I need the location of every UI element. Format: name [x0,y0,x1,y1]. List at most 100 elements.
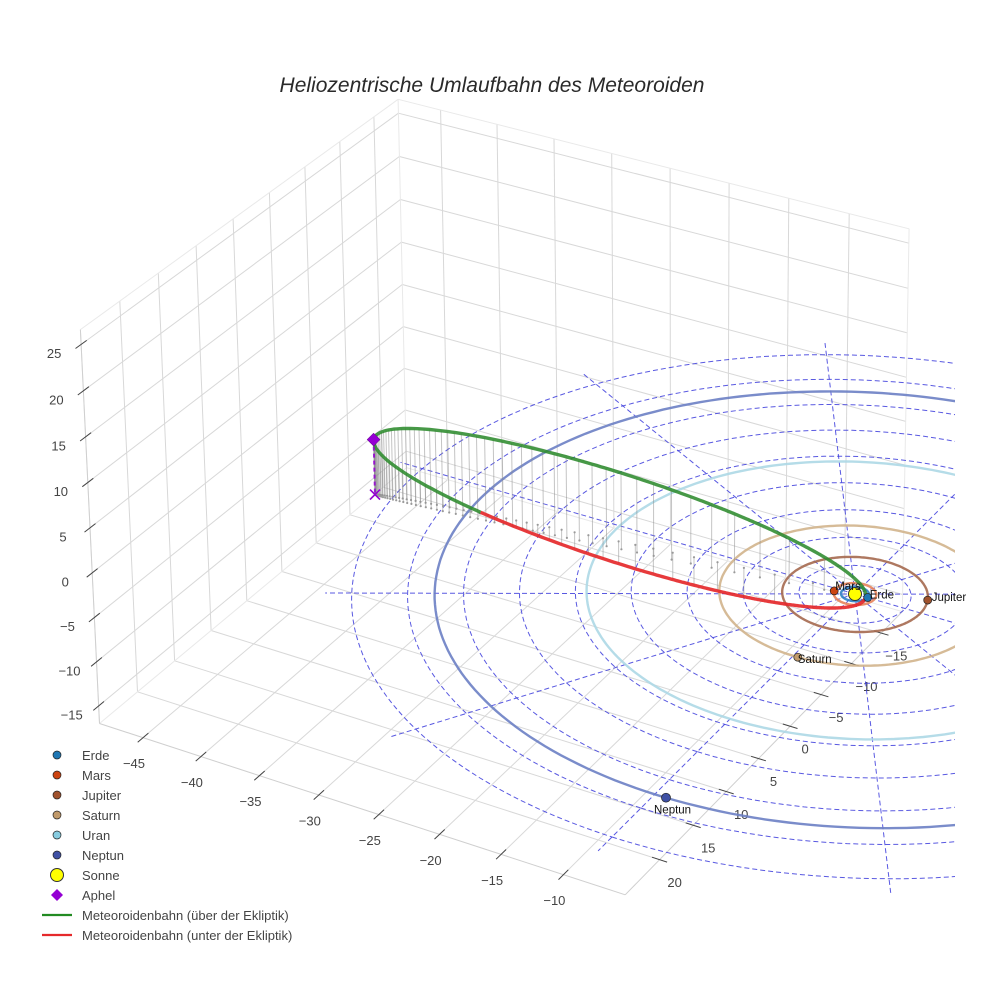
drop-line-base [469,516,472,519]
wall-grid-line [401,241,907,378]
x-tick-mark [651,856,668,863]
wall-grid-line [87,241,402,483]
legend-item-mars[interactable]: Mars [38,765,292,785]
ecliptic-radial [582,373,856,595]
drop-line-base [620,548,623,551]
z-tick-mark [81,477,94,488]
legend-item-orbit-below[interactable]: Meteoroidenbahn (unter der Ekliptik) [38,925,292,945]
legend-item-sonne[interactable]: Sonne [38,865,292,885]
drop-line-base [389,497,392,500]
drop-line [605,468,608,547]
floor-grid-line [382,486,882,634]
box-edge [901,228,910,612]
y-tick-label: −35 [239,794,261,809]
drop-line [397,428,401,502]
legend-item-jupiter[interactable]: Jupiter [38,785,292,805]
drop-line-base [670,558,673,561]
legend-item-erde[interactable]: Erde [38,745,292,765]
y-tick-label: −20 [420,853,442,868]
drop-line-base [448,511,451,514]
drop-line-base [710,566,713,569]
wall-grid-line [89,284,403,529]
drop-line-base [515,519,518,522]
wall-grid-line [405,409,904,553]
z-tick-label: 20 [49,392,63,407]
drop-line-base [652,554,655,558]
wall-grid-line [843,213,850,595]
ecliptic-radial [824,343,856,595]
drop-line-base [424,506,427,509]
x-tick-label: 20 [667,875,681,890]
drop-line-base [495,515,498,518]
drop-line-base [470,510,473,513]
ecliptic-radial [854,593,955,676]
y-tick-label: −30 [299,814,321,829]
x-marker-icon [369,489,381,501]
legend-item-orbit-above[interactable]: Meteoroidenbahn (über der Ekliptik) [38,905,292,925]
legend-label: Sonne [82,867,120,883]
drop-line-base [484,519,488,522]
legend-label: Uran [82,827,111,843]
drop-line [418,428,422,507]
legend-item-neptun[interactable]: Neptun [38,845,292,865]
wall-grid-line [373,116,384,488]
z-tick-label: 10 [54,484,68,499]
floor-grid-line [318,527,615,796]
drop-line-base [716,561,719,564]
circle-marker-icon [52,850,62,860]
legend-label: Neptun [82,847,124,863]
drop-line-base [601,537,605,540]
ecliptic-radial [325,592,856,595]
chart-title: Heliozentrische Umlaufbahn des Meteoroid… [279,74,705,97]
floor-grid-line [349,514,852,664]
drop-line-base [591,542,594,545]
drop-line-base [430,507,433,510]
z-tick-label: 15 [51,438,65,453]
drop-line-base [617,540,620,543]
y-tick-mark [558,869,569,880]
line-icon [42,913,72,917]
drop-line [476,436,479,519]
drop-line-base [692,556,696,559]
planet-markers [661,586,933,803]
x-tick-label: 0 [801,742,808,757]
drop-line-base [381,496,385,499]
drop-line-base [773,573,776,576]
legend-label: Mars [82,767,111,783]
legend-item-saturn[interactable]: Saturn [38,805,292,825]
box-edge [80,98,399,331]
drop-line-base [548,526,551,529]
drop-line-base [758,576,762,579]
planet-marker-jupiter [923,595,933,605]
drop-line [484,437,487,521]
drop-line-base [542,531,545,535]
floor-grid-line [316,542,822,696]
drop-line-base [634,543,637,547]
wall-grid-line [119,300,138,692]
drop-line-base [565,536,569,540]
wall-grid-line [96,409,406,663]
wall-grid-line [398,112,910,244]
legend-label: Aphel [82,887,116,903]
legend-item-uran[interactable]: Uran [38,825,292,845]
legend-item-aphel[interactable]: Aphel [38,885,292,905]
drop-line-base [406,501,409,505]
drop-line-base [476,517,479,520]
z-tick-label: 0 [62,574,69,589]
wall-grid-line [403,326,906,466]
wall-grid-line [405,450,903,595]
drop-line-base [414,503,417,507]
aphelion-diamond-marker [366,432,381,447]
orbit-jupiter [781,555,930,634]
drop-line-base [531,529,534,532]
aphelion-drop-line [372,439,376,495]
drop-line [434,430,438,510]
ecliptic-radial [854,562,955,595]
z-tick-label: −10 [58,663,80,678]
floor-grid-line [137,691,660,861]
drop-line [440,430,444,512]
orbit-uran [585,460,955,741]
